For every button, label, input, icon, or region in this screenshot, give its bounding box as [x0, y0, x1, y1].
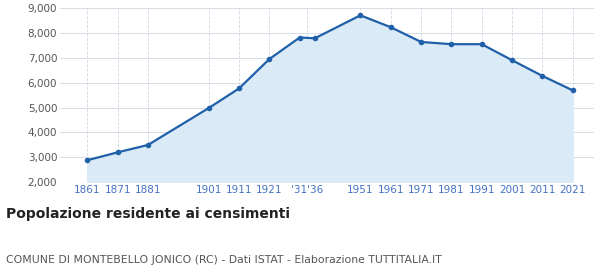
Point: [143, 143, 153, 147]
Point: [386, 25, 395, 29]
Text: Popolazione residente ai censimenti: Popolazione residente ai censimenti: [6, 207, 290, 221]
Point: [477, 42, 487, 46]
Point: [538, 74, 547, 78]
Point: [507, 58, 517, 62]
Point: [310, 36, 320, 41]
Point: [356, 13, 365, 18]
Point: [113, 150, 122, 155]
Point: [295, 35, 304, 40]
Point: [568, 88, 578, 93]
Point: [234, 86, 244, 91]
Point: [265, 57, 274, 61]
Point: [204, 106, 214, 110]
Text: COMUNE DI MONTEBELLO JONICO (RC) - Dati ISTAT - Elaborazione TUTTITALIA.IT: COMUNE DI MONTEBELLO JONICO (RC) - Dati …: [6, 255, 442, 265]
Point: [446, 42, 456, 46]
Point: [83, 158, 92, 162]
Point: [416, 40, 426, 44]
